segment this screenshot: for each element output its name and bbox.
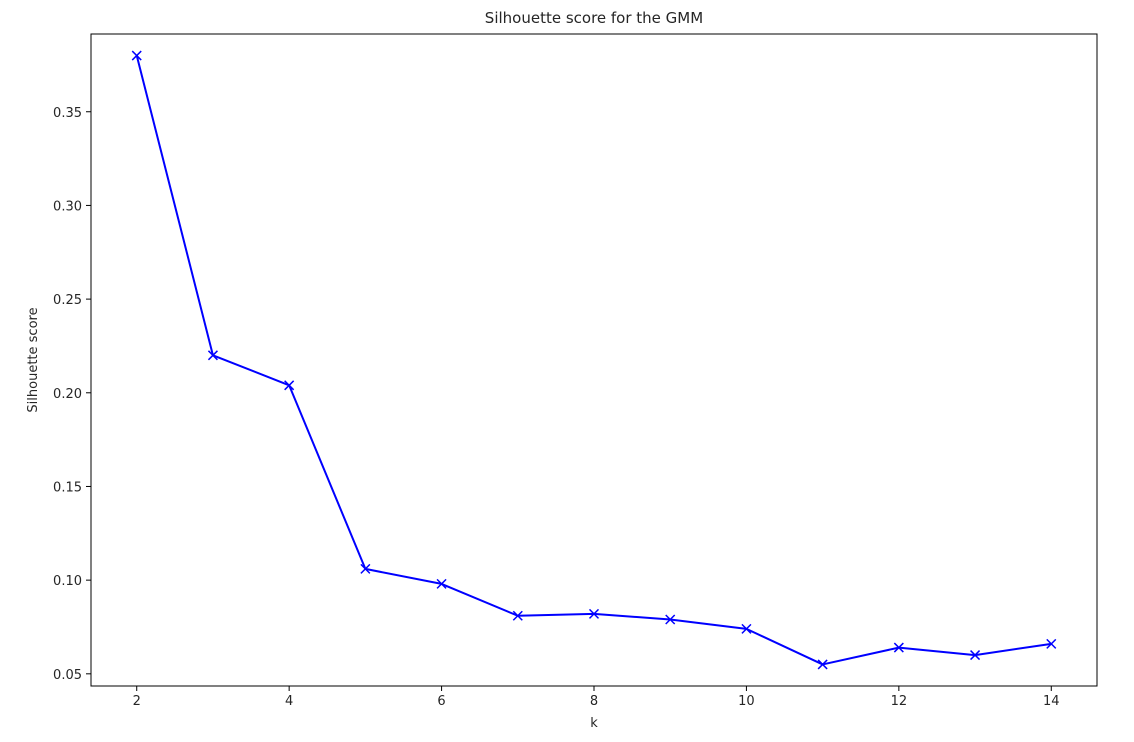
series-line — [135, 55, 1052, 666]
chart-title: Silhouette score for the GMM — [485, 9, 703, 27]
x-tick-label: 14 — [1043, 694, 1060, 709]
y-tick-label: 0.20 — [53, 387, 82, 402]
y-tick-label: 0.30 — [53, 199, 82, 214]
data-point — [284, 380, 295, 391]
y-axis: 0.05 0.10 0.15 0.20 0.25 0.30 0.35 — [53, 106, 91, 683]
y-tick-label: 0.25 — [53, 293, 82, 308]
x-axis-label: k — [590, 716, 598, 731]
data-point — [741, 623, 752, 634]
y-tick-label: 0.15 — [53, 480, 82, 495]
data-point — [131, 50, 142, 61]
data-point — [436, 578, 447, 589]
y-axis-label: Silhouette score — [26, 307, 41, 412]
data-point — [588, 608, 600, 619]
y-tick-label: 0.10 — [53, 574, 82, 589]
data-point — [665, 614, 676, 625]
data-point — [512, 610, 523, 621]
series-markers — [131, 50, 1057, 670]
data-point — [1046, 638, 1057, 649]
data-point — [817, 659, 828, 670]
x-tick-label: 2 — [133, 694, 141, 709]
data-point — [207, 350, 218, 361]
data-point — [360, 563, 371, 574]
x-tick-label: 6 — [437, 694, 445, 709]
x-tick-label: 12 — [891, 694, 908, 709]
data-point — [970, 650, 981, 661]
y-tick-label: 0.05 — [53, 668, 82, 683]
data-point — [893, 642, 904, 653]
x-tick-label: 4 — [285, 694, 293, 709]
plot-frame — [90, 33, 1098, 687]
y-tick-label: 0.35 — [53, 106, 82, 121]
x-axis: 2 4 6 8 10 12 14 — [133, 686, 1060, 709]
x-tick-label: 8 — [590, 694, 598, 709]
x-tick-label: 10 — [738, 694, 755, 709]
